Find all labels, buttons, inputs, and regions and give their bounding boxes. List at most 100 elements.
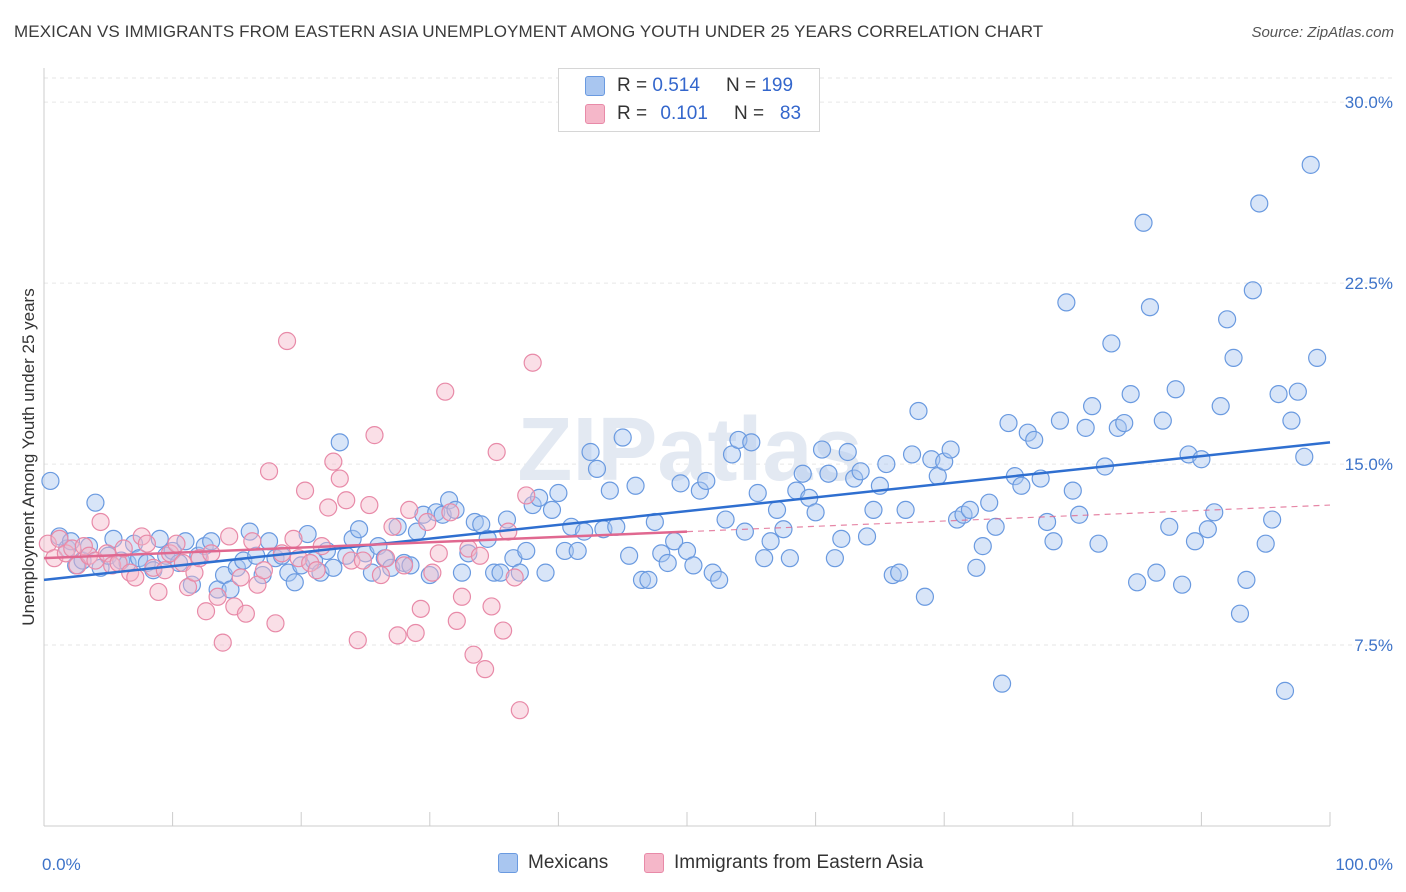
mexicans-point bbox=[825, 549, 844, 568]
mexicans-point bbox=[1147, 563, 1166, 582]
mexicans-point bbox=[992, 674, 1012, 693]
eastern-asia-point bbox=[348, 631, 367, 650]
mexicans-point bbox=[915, 587, 935, 606]
mexicans-point bbox=[973, 537, 992, 556]
mexicans-point bbox=[697, 471, 716, 491]
mexicans-point bbox=[909, 401, 928, 421]
mexicans-point bbox=[1076, 418, 1095, 437]
mexicans-point bbox=[1057, 293, 1076, 312]
mexicans-point bbox=[1127, 573, 1147, 592]
mexicans-point bbox=[1121, 384, 1140, 404]
mexicans-point bbox=[1308, 348, 1327, 367]
mexicans-point bbox=[639, 570, 658, 589]
eastern-asia-point bbox=[475, 660, 495, 679]
mexicans-point bbox=[767, 500, 787, 520]
eastern-asia-point bbox=[510, 701, 529, 720]
eastern-asia-trend-extension bbox=[686, 504, 1331, 533]
legend-item-mexicans[interactable]: Mexicans bbox=[498, 852, 608, 874]
mexicans-point bbox=[864, 500, 883, 520]
mexicans-point bbox=[1037, 512, 1057, 532]
mexicans-point bbox=[575, 522, 594, 541]
eastern-asia-swatch bbox=[585, 104, 605, 124]
mexicans-point bbox=[1044, 532, 1063, 551]
eastern-asia-points bbox=[38, 331, 542, 720]
mexicans-points bbox=[41, 155, 1327, 700]
eastern-asia-point bbox=[97, 544, 117, 563]
mexicans-point bbox=[819, 464, 838, 483]
mexicans-point bbox=[510, 563, 529, 582]
eastern-asia-point bbox=[452, 587, 472, 606]
n-label: N = bbox=[733, 103, 765, 124]
mexicans-point bbox=[1173, 575, 1192, 594]
y-axis-label: Unemployment Among Youth under 25 years bbox=[19, 288, 38, 625]
mexicans-point bbox=[1166, 380, 1185, 399]
eastern-asia-point bbox=[243, 532, 262, 551]
mexicans-trend-line bbox=[43, 441, 1331, 582]
mexicans-point bbox=[1269, 384, 1288, 404]
mexicans-point bbox=[1275, 681, 1295, 700]
eastern-asia-point bbox=[383, 517, 402, 536]
eastern-asia-point bbox=[277, 331, 297, 351]
legend-item-eastern-asia[interactable]: Immigrants from Eastern Asia bbox=[644, 852, 923, 874]
mexicans-point bbox=[877, 454, 896, 474]
mexicans-point bbox=[999, 413, 1018, 433]
mexicans-point bbox=[1282, 411, 1301, 430]
eastern-asia-point bbox=[353, 551, 373, 570]
eastern-asia-point bbox=[482, 597, 501, 616]
eastern-asia-point bbox=[371, 565, 391, 585]
eastern-asia-point bbox=[149, 582, 168, 602]
eastern-asia-point bbox=[411, 599, 430, 618]
mexicans-point bbox=[330, 433, 349, 452]
mexicans-point bbox=[748, 483, 767, 503]
eastern-asia-point bbox=[388, 626, 407, 645]
axes bbox=[43, 68, 1331, 827]
eastern-asia-point bbox=[418, 512, 437, 532]
mexicans-point bbox=[86, 493, 105, 512]
mexicans-point bbox=[452, 563, 472, 582]
r-value: 0.514 bbox=[652, 75, 700, 96]
mexicans-point bbox=[1082, 397, 1102, 416]
mexicans-point bbox=[1301, 155, 1320, 174]
mexicans-point bbox=[1198, 520, 1217, 539]
watermark: ZIPatlas bbox=[517, 400, 862, 500]
mexicans-point bbox=[1295, 447, 1314, 466]
mexicans-point bbox=[652, 544, 671, 563]
mexicans-point bbox=[542, 500, 562, 520]
mexicans-point bbox=[1237, 570, 1256, 589]
mexicans-point bbox=[1205, 503, 1224, 522]
eastern-asia-swatch bbox=[644, 853, 664, 873]
n-value: 199 bbox=[761, 75, 794, 96]
mexicans-point bbox=[549, 483, 568, 503]
eastern-asia-point bbox=[447, 611, 466, 631]
eastern-asia-point bbox=[236, 604, 256, 623]
mexicans-point bbox=[755, 549, 774, 568]
mexicans-point bbox=[1192, 450, 1211, 469]
x-tick-label: 100.0% bbox=[1335, 855, 1393, 874]
mexicans-point bbox=[845, 469, 864, 488]
mexicans-point bbox=[742, 433, 761, 452]
mexicans-point bbox=[902, 445, 922, 464]
mexicans-point bbox=[1063, 481, 1082, 500]
mexicans-point bbox=[523, 495, 542, 515]
mexicans-point bbox=[600, 481, 619, 500]
eastern-asia-point bbox=[464, 645, 483, 664]
eastern-asia-point bbox=[330, 469, 349, 488]
mexicans-swatch bbox=[498, 853, 518, 873]
eastern-asia-point bbox=[505, 568, 524, 587]
eastern-asia-point bbox=[259, 462, 279, 481]
eastern-asia-point bbox=[360, 495, 379, 515]
mexicans-point bbox=[491, 563, 510, 582]
eastern-asia-point bbox=[319, 498, 338, 517]
mexicans-point bbox=[1218, 310, 1237, 329]
y-tick-label: 22.5% bbox=[1345, 274, 1393, 293]
mexicans-point bbox=[555, 541, 574, 561]
mexicans-point bbox=[581, 442, 600, 462]
eastern-asia-point bbox=[220, 527, 239, 546]
mexicans-point bbox=[285, 573, 304, 592]
eastern-asia-point bbox=[523, 353, 542, 372]
mexicans-point bbox=[1115, 413, 1134, 433]
x-tick-label: 0.0% bbox=[42, 855, 81, 874]
mexicans-point bbox=[41, 471, 60, 491]
mexicans-point bbox=[1102, 334, 1121, 353]
